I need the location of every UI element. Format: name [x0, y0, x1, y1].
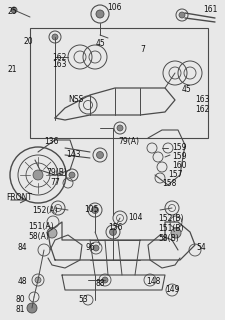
Text: 152(A): 152(A): [32, 205, 57, 214]
Text: 106: 106: [106, 4, 121, 12]
Text: 104: 104: [127, 212, 142, 221]
Circle shape: [109, 228, 116, 236]
Text: 148: 148: [145, 277, 160, 286]
Circle shape: [93, 245, 99, 251]
Text: 25: 25: [8, 7, 18, 17]
Text: 58(B): 58(B): [157, 234, 178, 243]
Text: 161: 161: [202, 5, 216, 14]
Text: 79(A): 79(A): [117, 138, 138, 147]
Bar: [30, 28, 207, 138]
Text: 157: 157: [167, 171, 182, 180]
Text: 136: 136: [44, 138, 58, 147]
Circle shape: [96, 151, 103, 158]
Text: 79(B): 79(B): [46, 169, 67, 178]
Circle shape: [101, 277, 108, 283]
Text: 163: 163: [52, 60, 66, 69]
Circle shape: [47, 228, 57, 238]
Circle shape: [69, 172, 75, 178]
Text: 84: 84: [18, 244, 27, 252]
Circle shape: [170, 228, 180, 238]
Text: 151(A): 151(A): [28, 221, 53, 230]
Text: 158: 158: [161, 180, 176, 188]
Text: 159: 159: [171, 153, 186, 162]
Text: 80: 80: [16, 295, 25, 305]
Text: 7: 7: [139, 45, 144, 54]
Text: 45: 45: [96, 39, 105, 49]
Circle shape: [11, 7, 17, 13]
Circle shape: [178, 12, 184, 18]
Text: 152(B): 152(B): [157, 213, 183, 222]
Text: 45: 45: [181, 85, 191, 94]
Text: 81: 81: [16, 306, 25, 315]
Text: 159: 159: [171, 143, 186, 153]
Circle shape: [52, 34, 58, 40]
Text: FRONT: FRONT: [6, 194, 32, 203]
Text: 54: 54: [195, 244, 205, 252]
Text: 58(A): 58(A): [28, 231, 49, 241]
Text: 163: 163: [194, 95, 209, 105]
Circle shape: [117, 125, 122, 131]
Text: 96: 96: [86, 244, 95, 252]
Circle shape: [27, 303, 37, 313]
Text: 21: 21: [8, 66, 17, 75]
Text: 162: 162: [194, 106, 208, 115]
Circle shape: [35, 277, 41, 283]
Text: 149: 149: [164, 285, 179, 294]
Text: 20: 20: [24, 37, 34, 46]
Text: 160: 160: [171, 162, 186, 171]
Circle shape: [91, 206, 98, 213]
Text: 156: 156: [108, 223, 122, 233]
Text: 143: 143: [66, 150, 80, 159]
Text: 88: 88: [96, 279, 105, 289]
Text: NSS: NSS: [68, 95, 83, 105]
Text: 77: 77: [50, 179, 59, 188]
Circle shape: [33, 170, 43, 180]
Text: 151(B): 151(B): [157, 223, 183, 233]
Text: 162: 162: [52, 52, 66, 61]
Circle shape: [96, 10, 104, 18]
Text: 53: 53: [78, 295, 87, 305]
Text: 105: 105: [84, 205, 98, 214]
Text: 48: 48: [18, 277, 27, 286]
